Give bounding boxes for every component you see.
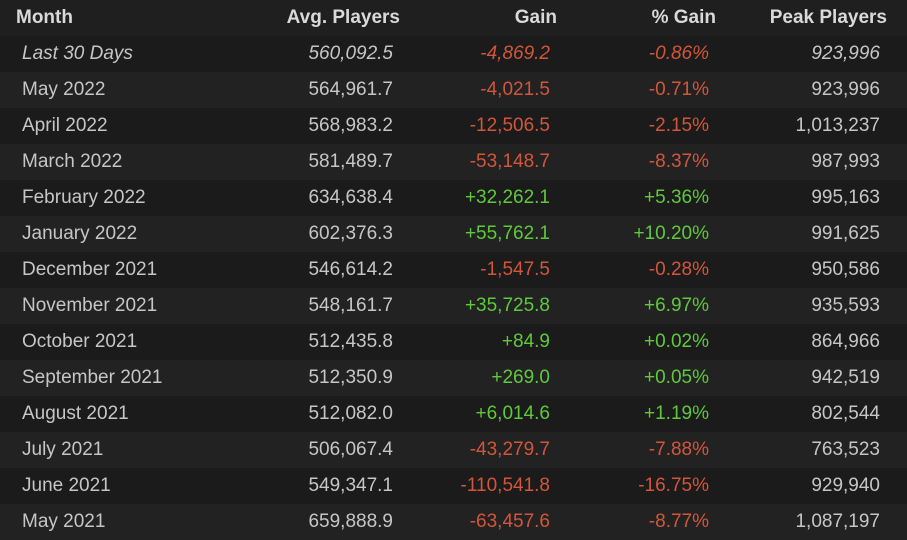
- table-cell: -4,869.2: [480, 43, 550, 64]
- table-cell: -43,279.7: [469, 439, 550, 460]
- table-cell: 512,435.8: [308, 331, 393, 352]
- table-cell: 506,067.4: [308, 439, 393, 460]
- table-cell: 581,489.7: [308, 151, 393, 172]
- table-cell: July 2021: [22, 439, 104, 460]
- table-cell: 602,376.3: [308, 223, 393, 244]
- table-cell: -7.88%: [648, 439, 709, 460]
- table-row: April 2022 568,983.2 -12,506.5 -2.15% 1,013,…: [0, 108, 907, 144]
- table-cell: +269.0: [491, 367, 550, 388]
- header-cell: Month: [16, 7, 73, 28]
- table-cell: 923,996: [811, 43, 880, 64]
- table-cell: +10.20%: [633, 223, 709, 244]
- table-cell: 802,544: [811, 403, 880, 424]
- table-cell: 512,350.9: [308, 367, 393, 388]
- table-cell: -0.71%: [648, 79, 709, 100]
- table-cell: +35,725.8: [464, 295, 550, 316]
- table-cell: -1,547.5: [480, 259, 550, 280]
- table-cell: 995,163: [811, 187, 880, 208]
- table-cell: -110,541.8: [460, 475, 550, 496]
- table-cell: -12,506.5: [469, 115, 550, 136]
- table-cell: 950,586: [811, 259, 880, 280]
- table-row: May 2022 564,961.7 -4,021.5 -0.71% 923,996: [0, 72, 907, 108]
- header-cell: Gain: [514, 7, 557, 28]
- table-cell: +32,262.1: [464, 187, 550, 208]
- table-cell: October 2021: [22, 331, 138, 352]
- table-cell: December 2021: [22, 259, 158, 280]
- table-cell: -4,021.5: [480, 79, 550, 100]
- table-cell: 548,161.7: [308, 295, 393, 316]
- table-cell: May 2022: [22, 79, 106, 100]
- table-row: July 2021 506,067.4 -43,279.7 -7.88% 763,523: [0, 432, 907, 468]
- table-cell: 987,993: [811, 151, 880, 172]
- table-cell: 512,082.0: [308, 403, 393, 424]
- table-row: November 2021 548,161.7 +35,725.8 +6.97% 935…: [0, 288, 907, 324]
- table-row: May 2021 659,888.9 -63,457.6 -8.77% 1,087,19…: [0, 504, 907, 540]
- table-cell: +55,762.1: [464, 223, 550, 244]
- table-cell: +5.36%: [644, 187, 709, 208]
- table-row: January 2022 602,376.3 +55,762.1 +10.20% 991…: [0, 216, 907, 252]
- table-cell: 634,638.4: [308, 187, 393, 208]
- table-cell: August 2021: [22, 403, 129, 424]
- table-cell: 560,092.5: [308, 43, 393, 64]
- header-cell: Avg. Players: [286, 7, 400, 28]
- table-row: December 2021 546,614.2 -1,547.5 -0.28% 950,…: [0, 252, 907, 288]
- table-cell: January 2022: [22, 223, 138, 244]
- table-cell: 546,614.2: [308, 259, 393, 280]
- table-cell: +84.9: [501, 331, 550, 352]
- table-cell: +1.19%: [644, 403, 709, 424]
- table-cell: March 2022: [22, 151, 123, 172]
- table-cell: 864,966: [811, 331, 880, 352]
- table-cell: 568,983.2: [308, 115, 393, 136]
- header-row: Month Avg. Players Gain % Gain Peak Play…: [0, 0, 907, 36]
- header-cell: Peak Players: [769, 7, 887, 28]
- table-cell: 942,519: [811, 367, 880, 388]
- table-cell: Last 30 Days: [22, 43, 133, 64]
- table-cell: 549,347.1: [308, 475, 393, 496]
- table-row: February 2022 634,638.4 +32,262.1 +5.36% 995…: [0, 180, 907, 216]
- table-cell: May 2021: [22, 511, 106, 532]
- table-row: June 2021 549,347.1 -110,541.8 -16.75% 929,9…: [0, 468, 907, 504]
- table-row: October 2021 512,435.8 +84.9 +0.02% 864,966: [0, 324, 907, 360]
- table-cell: -0.28%: [648, 259, 709, 280]
- table-cell: -0.86%: [648, 43, 709, 64]
- table-row: September 2021 512,350.9 +269.0 +0.05% 942,5…: [0, 360, 907, 396]
- table-cell: 1,087,197: [795, 511, 880, 532]
- table-cell: November 2021: [22, 295, 158, 316]
- table-cell: 991,625: [811, 223, 880, 244]
- table-cell: 923,996: [811, 79, 880, 100]
- table-cell: February 2022: [22, 187, 146, 208]
- table-row: August 2021 512,082.0 +6,014.6 +1.19% 802,54…: [0, 396, 907, 432]
- table-cell: -8.77%: [648, 511, 709, 532]
- table-cell: 763,523: [811, 439, 880, 460]
- table-cell: June 2021: [22, 475, 111, 496]
- table-row: March 2022 581,489.7 -53,148.7 -8.37% 987,99…: [0, 144, 907, 180]
- table-cell: -16.75%: [638, 475, 709, 496]
- table-cell: -53,148.7: [469, 151, 550, 172]
- table-cell: 935,593: [811, 295, 880, 316]
- table-cell: 929,940: [811, 475, 880, 496]
- table-cell: -63,457.6: [469, 511, 550, 532]
- table-cell: 1,013,237: [795, 115, 880, 136]
- table-cell: 659,888.9: [308, 511, 393, 532]
- header-cell: % Gain: [651, 7, 716, 28]
- table-cell: +0.05%: [644, 367, 709, 388]
- table-cell: +6.97%: [644, 295, 709, 316]
- table-cell: +0.02%: [644, 331, 709, 352]
- table-cell: -2.15%: [648, 115, 709, 136]
- table-cell: -8.37%: [648, 151, 709, 172]
- table-cell: September 2021: [22, 367, 163, 388]
- table-row: Last 30 Days 560,092.5 -4,869.2 -0.86% 923,9…: [0, 36, 907, 72]
- table-cell: April 2022: [22, 115, 108, 136]
- table-cell: +6,014.6: [475, 403, 551, 424]
- table-cell: 564,961.7: [308, 79, 393, 100]
